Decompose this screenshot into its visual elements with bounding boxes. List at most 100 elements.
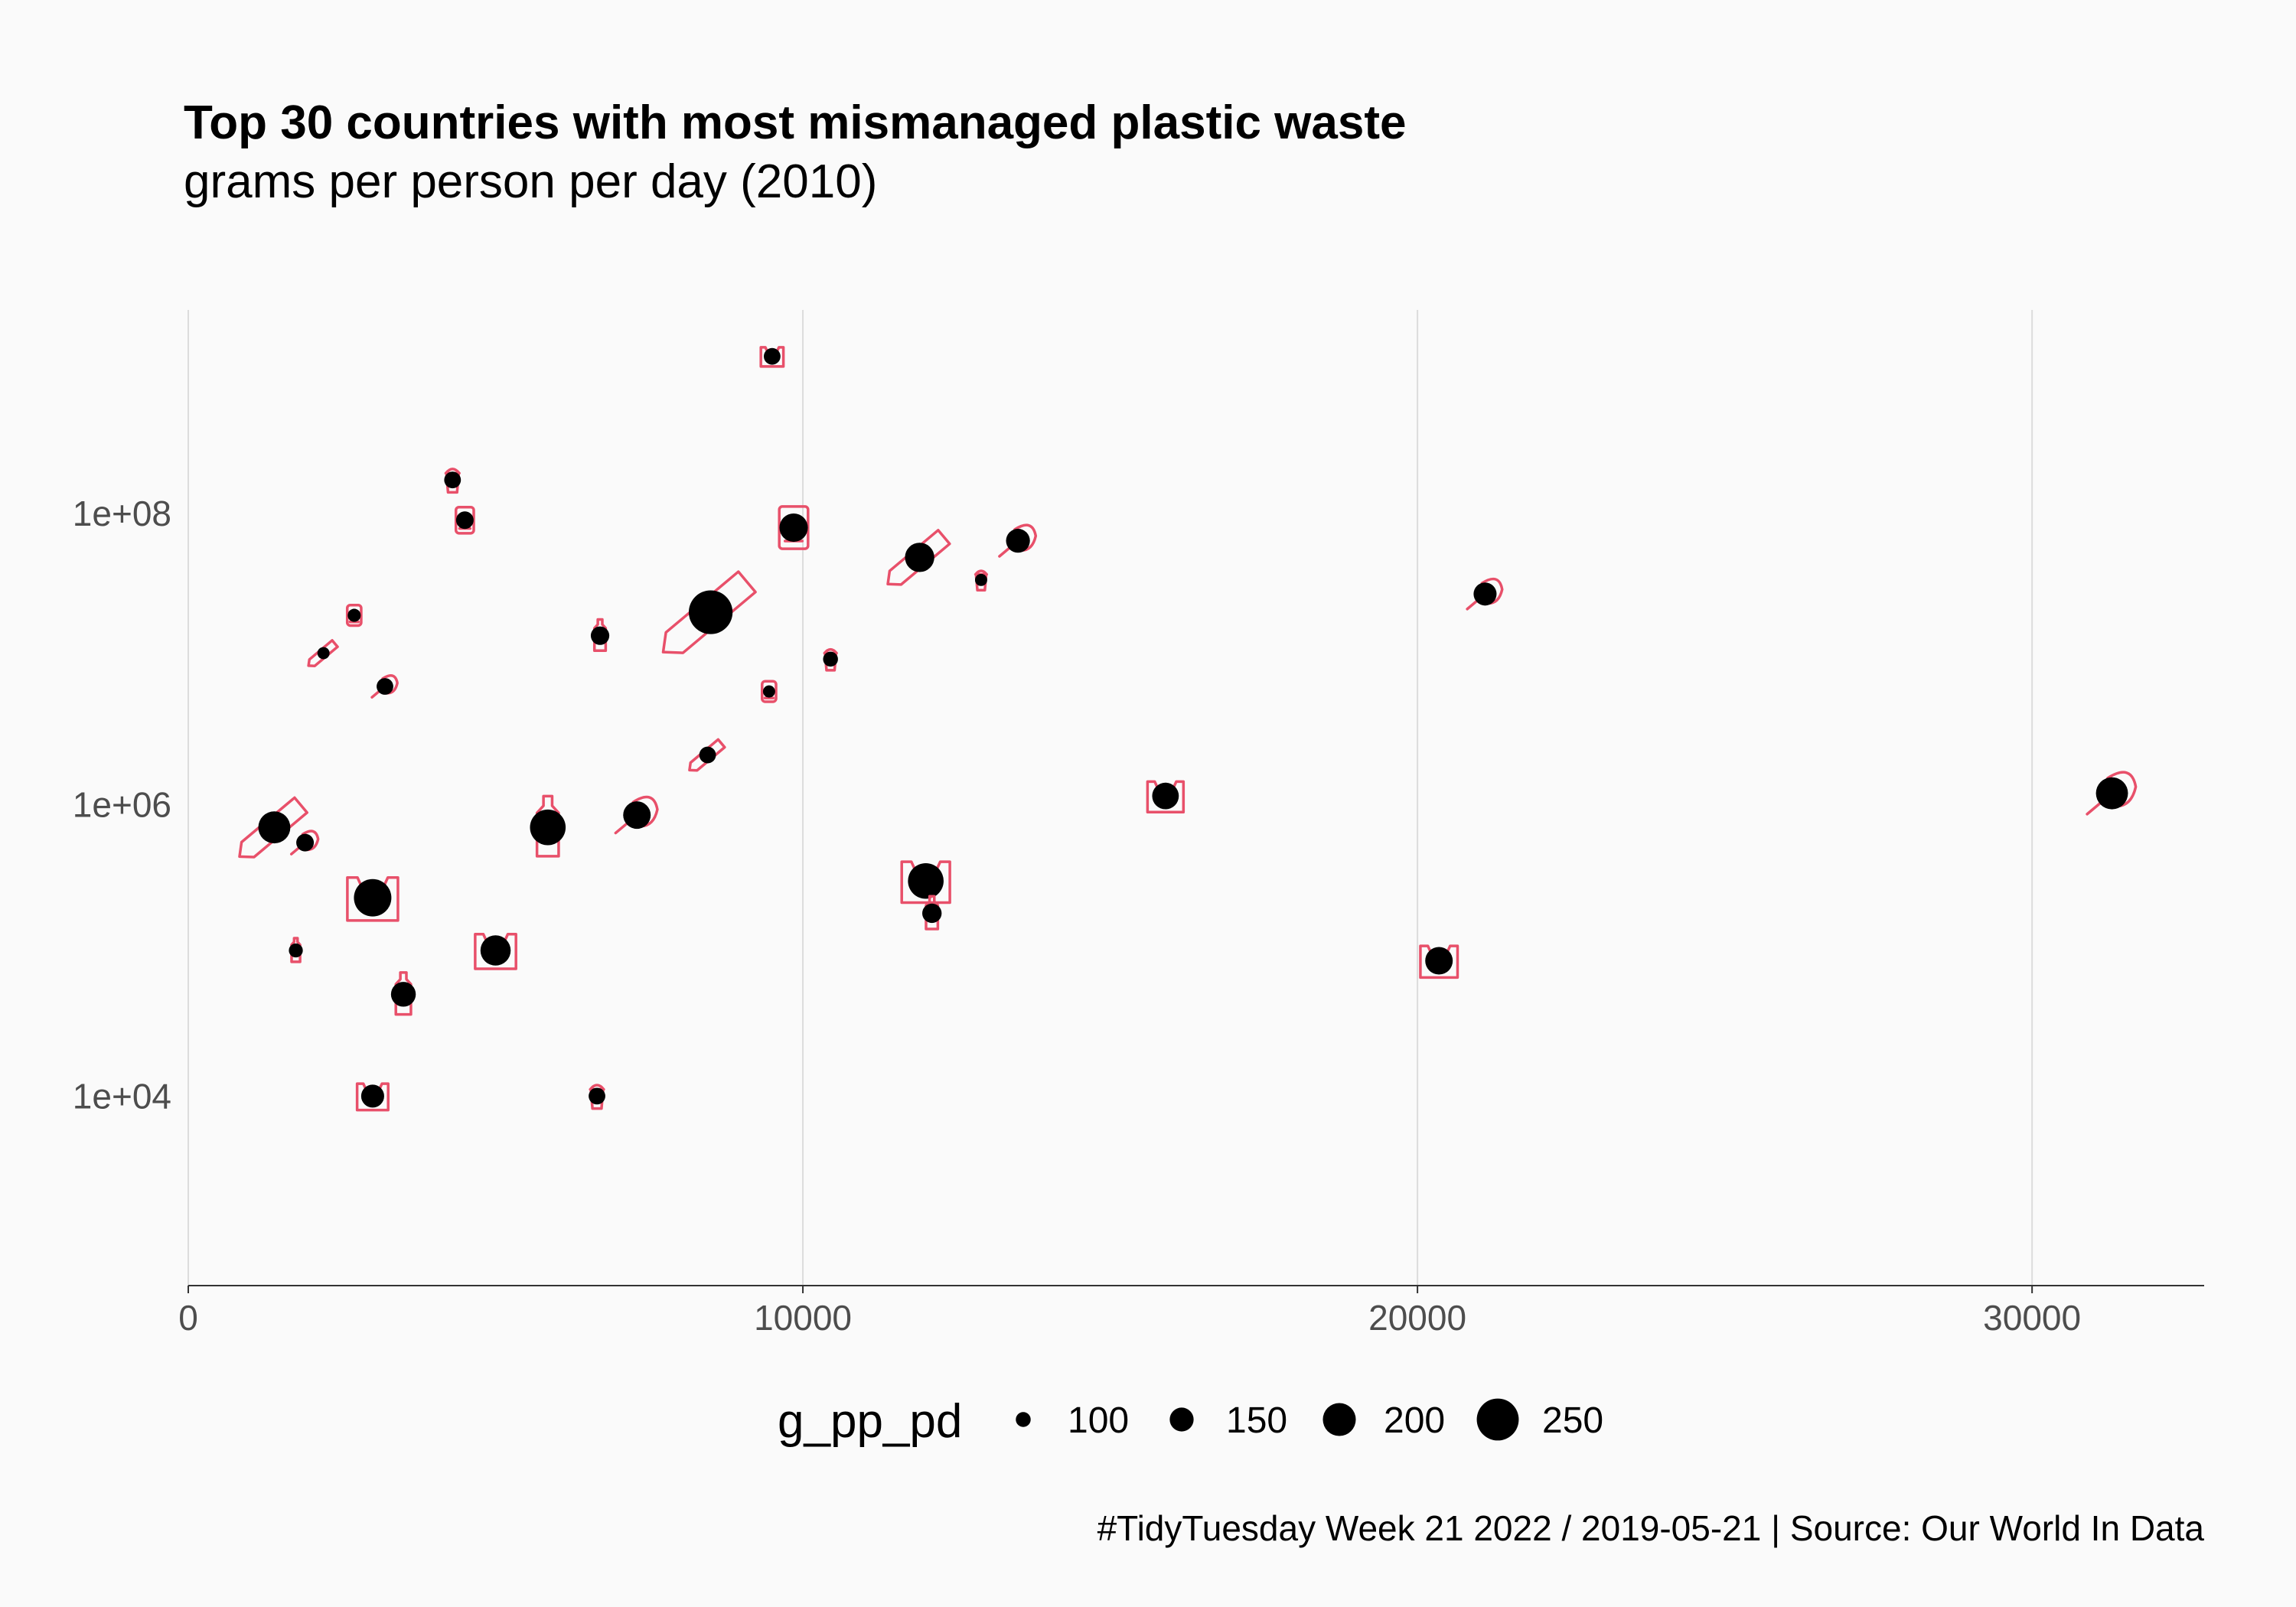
point-marker xyxy=(258,811,291,844)
x-tick-label: 20000 xyxy=(1368,1298,1466,1338)
data-point xyxy=(886,529,951,586)
point-marker xyxy=(317,647,330,660)
data-points xyxy=(238,346,2138,1112)
legend-key xyxy=(1322,1403,1356,1436)
point-marker xyxy=(1006,529,1030,553)
data-point xyxy=(238,796,308,859)
cup-lid-icon xyxy=(974,569,988,576)
data-point xyxy=(1419,944,1459,980)
cup-lid-icon xyxy=(823,647,838,655)
squeeze-bottle-icon xyxy=(381,673,399,695)
point-marker xyxy=(1152,782,1179,810)
bottle-icon xyxy=(394,971,413,1016)
point-marker xyxy=(480,935,511,966)
cup-lid-icon xyxy=(444,468,461,475)
point-marker xyxy=(377,678,393,695)
legend-title: g_pp_pd xyxy=(778,1395,962,1448)
data-point xyxy=(474,932,517,970)
size-legend: g_pp_pd 100 150 200 250 xyxy=(778,1395,1603,1448)
squeeze-bottle-icon xyxy=(301,830,320,852)
data-point xyxy=(345,603,363,627)
point-marker xyxy=(354,878,392,917)
point-marker xyxy=(763,347,781,365)
bag-icon xyxy=(355,1082,390,1112)
legend-key xyxy=(1016,1412,1031,1427)
data-point xyxy=(688,738,726,772)
data-point xyxy=(390,971,416,1016)
data-point xyxy=(759,346,785,368)
legend-label: 150 xyxy=(1226,1400,1287,1441)
legend-key xyxy=(1476,1398,1519,1441)
point-marker xyxy=(688,590,733,634)
data-point xyxy=(370,673,399,699)
x-tick-label: 10000 xyxy=(754,1298,852,1338)
data-point xyxy=(290,830,320,856)
bottle-icon xyxy=(290,937,302,963)
data-point xyxy=(1146,780,1186,814)
data-point xyxy=(900,860,951,905)
point-marker xyxy=(905,543,934,572)
point-marker xyxy=(289,943,303,958)
data-point xyxy=(2086,771,2138,816)
data-point xyxy=(530,794,566,858)
data-point xyxy=(614,795,659,835)
point-marker xyxy=(296,833,315,852)
legend-label: 100 xyxy=(1068,1400,1129,1441)
data-point xyxy=(778,505,810,550)
point-marker xyxy=(347,608,361,622)
data-point xyxy=(974,569,988,592)
bag-icon xyxy=(474,932,517,970)
point-marker xyxy=(762,685,775,698)
bag-icon xyxy=(346,876,400,922)
data-point xyxy=(289,937,303,963)
point-marker xyxy=(699,746,716,764)
data-point xyxy=(998,523,1038,558)
x-tick-label: 0 xyxy=(178,1298,198,1338)
container-icon xyxy=(454,505,475,535)
bag-icon xyxy=(759,346,785,368)
data-point xyxy=(661,570,757,654)
legend-label: 250 xyxy=(1542,1400,1603,1441)
gridlines xyxy=(188,310,2033,1286)
data-point xyxy=(355,1082,390,1112)
squeeze-bottle-icon xyxy=(2106,771,2138,808)
caption: #TidyTuesday Week 21 2022 / 2019-05-21 |… xyxy=(1097,1508,2204,1548)
container-icon xyxy=(778,505,810,550)
chart-title: Top 30 countries with most mismanaged pl… xyxy=(184,96,1407,149)
container-icon xyxy=(345,603,363,627)
point-marker xyxy=(2095,777,2128,810)
data-point xyxy=(590,618,610,653)
data-point xyxy=(444,468,461,494)
point-marker xyxy=(1473,582,1497,606)
point-marker xyxy=(589,1087,605,1105)
point-marker xyxy=(623,801,651,830)
squeeze-bottle-icon xyxy=(1013,523,1038,553)
bottle-icon xyxy=(535,794,560,858)
container-icon xyxy=(761,680,778,703)
point-marker xyxy=(823,651,838,667)
cup-lid-icon xyxy=(589,1084,605,1091)
point-marker xyxy=(444,471,461,489)
point-marker xyxy=(1425,947,1453,975)
chart-subtitle: grams per person per day (2010) xyxy=(184,155,878,208)
x-tick-label: 30000 xyxy=(1983,1298,2081,1338)
data-point xyxy=(346,876,400,922)
axes: 0 10000 20000 30000 1e+04 1e+06 1e+08 xyxy=(73,494,2204,1338)
data-point xyxy=(823,647,838,672)
point-marker xyxy=(922,903,942,924)
bottle-icon xyxy=(592,618,608,653)
point-marker xyxy=(590,626,610,645)
data-point xyxy=(454,505,475,535)
bag-icon xyxy=(900,860,951,905)
data-point xyxy=(922,895,942,931)
point-marker xyxy=(779,513,808,543)
point-marker xyxy=(390,982,416,1007)
data-point xyxy=(1466,577,1504,611)
point-marker xyxy=(360,1084,384,1108)
point-marker xyxy=(974,573,987,586)
y-tick-label: 1e+06 xyxy=(73,785,171,825)
y-tick-label: 1e+04 xyxy=(73,1076,171,1116)
data-point xyxy=(307,639,339,667)
squeeze-bottle-icon xyxy=(1480,577,1504,605)
